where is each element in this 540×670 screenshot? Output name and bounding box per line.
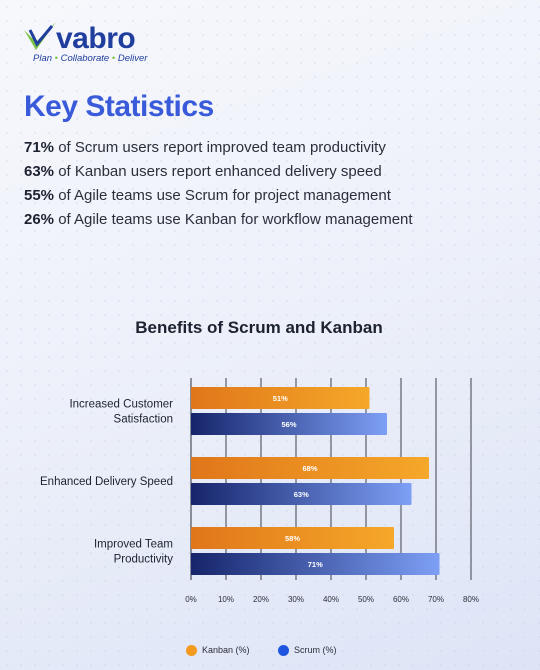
checkmark-logo-icon (24, 22, 56, 50)
bar-scrum (191, 553, 440, 575)
stat-text: of Agile teams use Kanban for workflow m… (54, 211, 413, 228)
stat-value: 63% (24, 163, 55, 180)
x-tick-label: 30% (288, 595, 304, 604)
tagline-separator: • (111, 53, 116, 64)
bar-kanban (191, 457, 429, 479)
data-label: 58% (285, 534, 300, 543)
x-tick-label: 0% (185, 595, 197, 604)
category-label: Improved Team (94, 539, 173, 551)
bar-kanban (191, 387, 370, 409)
x-tick-label: 70% (428, 595, 444, 604)
stat-text: of Agile teams use Scrum for project man… (54, 187, 391, 204)
x-tick-label: 80% (463, 595, 479, 604)
legend-label: Scrum (%) (293, 645, 337, 656)
bar-kanban (191, 527, 394, 549)
legend-swatch-kanban (186, 645, 197, 657)
legend-item-kanban: Kanban (%) (186, 645, 250, 657)
x-tick-label: 10% (218, 595, 234, 604)
legend-item-scrum: Scrum (%) (277, 645, 337, 657)
x-tick-label: 60% (393, 595, 409, 604)
stat-value: 26% (24, 211, 55, 228)
stats-list: 71% of Scrum users report improved team … (24, 138, 413, 234)
data-label: 51% (273, 394, 288, 403)
tagline-plan: Plan (33, 53, 53, 64)
bar-chart: 0% 10% 20% 30% 40% 50% 60% 70% 80% 51% 56% Increase… (40, 378, 479, 604)
x-tick-label: 50% (358, 595, 374, 604)
category-label: Enhanced Delivery Speed (40, 476, 173, 488)
stat-text: of Scrum users report improved team prod… (54, 139, 386, 156)
tagline-separator: • (54, 53, 58, 64)
stat-item: 55% of Agile teams use Scrum for project… (24, 186, 413, 210)
legend-label: Kanban (%) (202, 645, 250, 656)
data-label: 68% (302, 464, 317, 473)
tagline-deliver: Deliver (117, 53, 148, 64)
data-label: 71% (308, 560, 323, 569)
x-tick-label: 20% (253, 595, 269, 604)
x-tick-label: 40% (323, 595, 339, 604)
stat-value: 71% (24, 139, 55, 156)
legend-swatch-scrum (277, 645, 289, 657)
stat-text: of Kanban users report enhanced delivery… (54, 163, 382, 180)
chart-title: Benefits of Scrum and Kanban (135, 318, 383, 337)
stat-item: 71% of Scrum users report improved team … (24, 138, 413, 162)
stat-value: 55% (24, 187, 55, 204)
page-title: Key Statistics (24, 90, 214, 123)
category-label: Productivity (114, 554, 174, 566)
data-label: 63% (294, 490, 309, 499)
tagline-collaborate: Collaborate (60, 53, 110, 64)
stat-item: 26% of Agile teams use Kanban for workfl… (24, 210, 413, 234)
category-label: Satisfaction (114, 414, 173, 426)
brand-tagline: Plan • Collaborate • Deliver (33, 53, 147, 64)
bar-scrum (191, 413, 387, 435)
data-label: 56% (281, 420, 296, 429)
brand-name: vabro (56, 22, 136, 55)
chart-legend: Kanban (%) Scrum (%) (186, 642, 360, 658)
stat-item: 63% of Kanban users report enhanced deli… (24, 162, 413, 186)
category-label: Increased Customer (69, 399, 173, 411)
bar-scrum (191, 483, 412, 505)
